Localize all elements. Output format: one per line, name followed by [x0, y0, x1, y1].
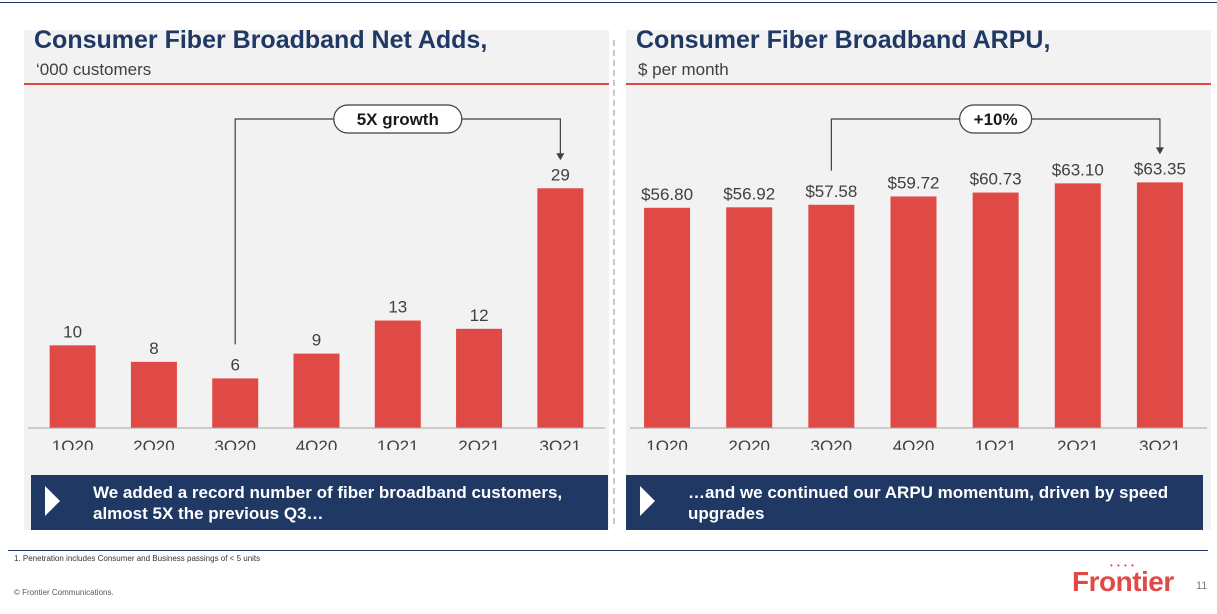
arpu-data-label: $59.72: [888, 173, 940, 192]
arpu-tick-label: 4Q20: [893, 437, 935, 450]
arpu-callout-text: …and we continued our ARPU momentum, dri…: [688, 483, 1169, 523]
net-adds-data-label: 29: [551, 165, 570, 184]
arpu-callout: …and we continued our ARPU momentum, dri…: [626, 475, 1203, 530]
arpu-data-label: $56.80: [641, 185, 693, 204]
net-adds-tick-label: 3Q20: [214, 437, 256, 450]
page-number: 11: [1196, 580, 1208, 592]
net-adds-bar: [456, 328, 503, 428]
arpu-panel: Consumer Fiber Broadband ARPU, $ per mon…: [626, 26, 1211, 530]
net-adds-tick-label: 1Q20: [52, 437, 94, 450]
net-adds-title-rule: [24, 83, 609, 85]
footnote: 1. Penetration includes Consumer and Bus…: [14, 554, 261, 563]
net-adds-data-label: 10: [63, 322, 82, 341]
net-adds-callout-text: We added a record number of fiber broadb…: [93, 483, 563, 523]
arpu-bar: [972, 192, 1019, 428]
net-adds-data-label: 12: [470, 306, 489, 325]
net-adds-chart: 10 1Q20 8 2Q20 6 3Q20 9 4Q20 13 1Q21 12 2Q21 29 3Q21 5…: [28, 104, 605, 450]
arpu-tick-label: 1Q20: [646, 437, 688, 450]
net-adds-tick-label: 1Q21: [377, 437, 419, 450]
arpu-data-label: $63.35: [1134, 159, 1186, 178]
net-adds-data-label: 8: [149, 339, 158, 358]
net-adds-bar: [130, 361, 177, 428]
arpu-data-label: $57.58: [805, 182, 857, 201]
panel-divider: [613, 40, 615, 524]
arpu-annotation-arrowhead: [1155, 147, 1164, 155]
net-adds-tick-label: 3Q21: [540, 437, 582, 450]
net-adds-bar: [374, 320, 421, 428]
arpu-bar: [644, 207, 691, 428]
net-adds-title: Consumer Fiber Broadband Net Adds,: [34, 26, 488, 54]
arpu-data-label: $56.92: [723, 184, 775, 203]
top-rule: [0, 2, 1217, 3]
arpu-annotation-text: +10%: [974, 110, 1018, 129]
arpu-data-label: $63.10: [1052, 160, 1104, 179]
arpu-tick-label: 2Q20: [728, 437, 770, 450]
arpu-bar: [726, 207, 773, 428]
arpu-bar: [808, 204, 855, 428]
copyright: © Frontier Communications.: [14, 588, 114, 597]
net-adds-tick-label: 4Q20: [296, 437, 338, 450]
arpu-bar: [1054, 183, 1101, 428]
arpu-chart: $56.80 1Q20 $56.92 2Q20 $57.58 3Q20 $59.72 4Q20…: [630, 104, 1207, 450]
net-adds-bar: [293, 353, 340, 428]
net-adds-data-label: 9: [312, 331, 321, 350]
net-adds-annotation-text: 5X growth: [357, 110, 439, 129]
arpu-title: Consumer Fiber Broadband ARPU,: [636, 26, 1051, 54]
play-arrow-icon: [640, 486, 655, 516]
net-adds-annotation-pill: [333, 104, 463, 134]
arpu-data-label: $60.73: [970, 170, 1022, 189]
play-arrow-icon: [45, 486, 60, 516]
net-adds-data-label: 13: [388, 298, 407, 317]
footer-rule: [8, 550, 1208, 551]
arpu-tick-label: 3Q21: [1139, 437, 1181, 450]
arpu-tick-label: 3Q20: [811, 437, 853, 450]
net-adds-bar: [212, 378, 259, 428]
net-adds-tick-label: 2Q20: [133, 437, 175, 450]
net-adds-data-label: 6: [230, 355, 239, 374]
net-adds-bar: [537, 188, 584, 428]
logo-dots-icon: • • • •: [1110, 561, 1135, 570]
net-adds-bar: [49, 345, 96, 428]
net-adds-callout: We added a record number of fiber broadb…: [31, 475, 608, 530]
arpu-tick-label: 2Q21: [1057, 437, 1099, 450]
net-adds-tick-label: 2Q21: [458, 437, 500, 450]
net-adds-panel: Consumer Fiber Broadband Net Adds, ‘000 …: [24, 26, 609, 530]
arpu-annotation-pill: [959, 104, 1033, 134]
arpu-title-rule: [626, 83, 1211, 85]
net-adds-subtitle: ‘000 customers: [36, 60, 152, 79]
frontier-logo: Frontier: [1072, 566, 1174, 597]
arpu-subtitle: $ per month: [638, 60, 729, 79]
arpu-bar: [1136, 182, 1183, 428]
net-adds-annotation-arrowhead: [556, 153, 565, 161]
arpu-tick-label: 1Q21: [975, 437, 1017, 450]
arpu-bar: [890, 196, 937, 428]
